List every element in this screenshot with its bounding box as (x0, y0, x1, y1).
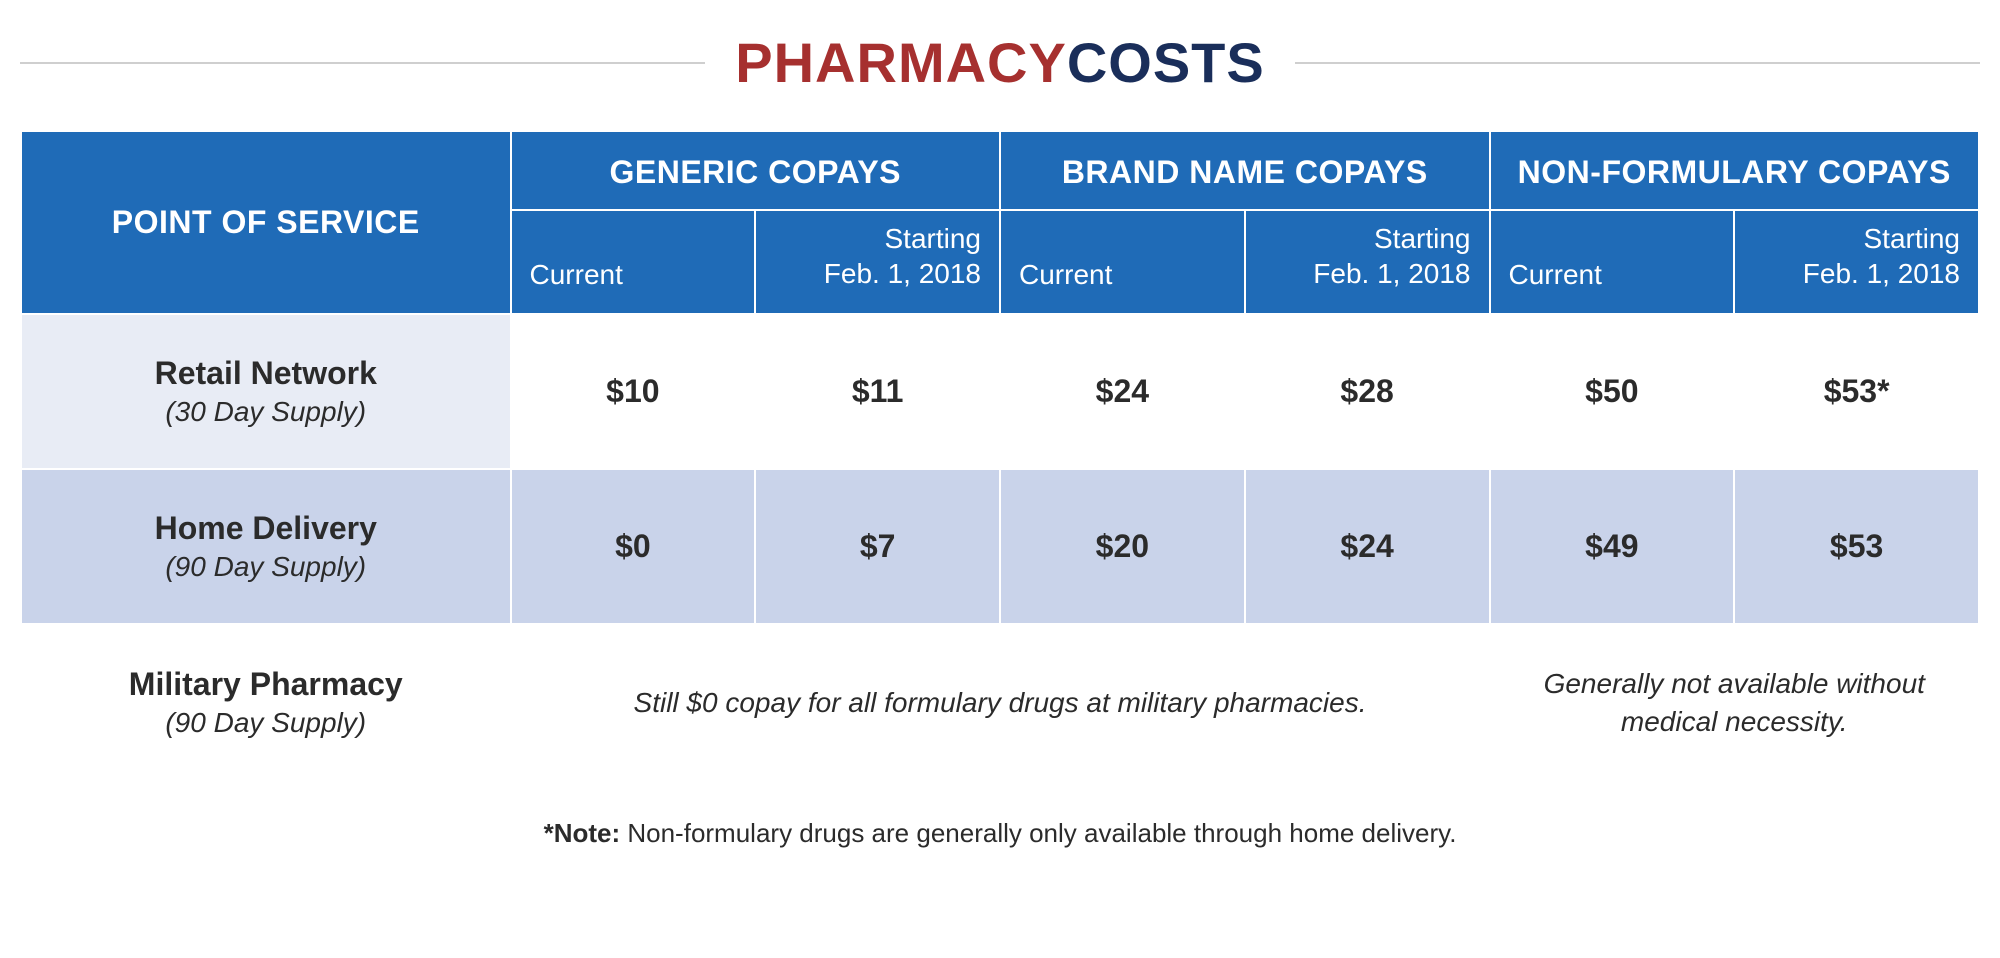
table-row: Military Pharmacy (90 Day Supply) Still … (21, 624, 1979, 782)
row-name: Military Pharmacy (36, 666, 496, 703)
footnote-label: *Note: (544, 818, 621, 848)
cell-value: $24 (1000, 314, 1245, 469)
cell-value: $53 (1734, 469, 1979, 624)
cell-value: $20 (1000, 469, 1245, 624)
cell-value: $49 (1490, 469, 1735, 624)
title-part-2: COSTS (1067, 31, 1265, 94)
cell-value: $11 (755, 314, 1000, 469)
row-name: Retail Network (36, 355, 496, 392)
cell-value: $28 (1245, 314, 1490, 469)
row-sub: (90 Day Supply) (36, 551, 496, 583)
military-formulary-note: Still $0 copay for all formulary drugs a… (511, 624, 1490, 782)
cell-value: $0 (511, 469, 756, 624)
row-sub: (30 Day Supply) (36, 396, 496, 428)
cell-value: $10 (511, 314, 756, 469)
header-brand: BRAND NAME COPAYS (1000, 131, 1490, 210)
subheader-current: Current (511, 210, 756, 314)
row-label: Retail Network (30 Day Supply) (21, 314, 511, 469)
header-generic: GENERIC COPAYS (511, 131, 1001, 210)
page-title: PHARMACYCOSTS (705, 30, 1294, 95)
cell-value: $24 (1245, 469, 1490, 624)
footnote: *Note: Non-formulary drugs are generally… (20, 818, 1980, 849)
subheader-current: Current (1000, 210, 1245, 314)
title-part-1: PHARMACY (735, 31, 1067, 94)
header-point-of-service: POINT OF SERVICE (21, 131, 511, 314)
cell-value: $7 (755, 469, 1000, 624)
subheader-starting: StartingFeb. 1, 2018 (755, 210, 1000, 314)
footnote-text: Non-formulary drugs are generally only a… (620, 818, 1456, 848)
subheader-starting: StartingFeb. 1, 2018 (1245, 210, 1490, 314)
subheader-current: Current (1490, 210, 1735, 314)
title-bar: PHARMACYCOSTS (20, 30, 1980, 95)
row-name: Home Delivery (36, 510, 496, 547)
title-rule-left (20, 62, 705, 64)
row-sub: (90 Day Supply) (36, 707, 496, 739)
military-nonformulary-note: Generally not available without medical … (1490, 624, 1980, 782)
row-label: Home Delivery (90 Day Supply) (21, 469, 511, 624)
subheader-starting: StartingFeb. 1, 2018 (1734, 210, 1979, 314)
table-head: POINT OF SERVICE GENERIC COPAYS BRAND NA… (21, 131, 1979, 314)
header-nonformulary: NON-FORMULARY COPAYS (1490, 131, 1980, 210)
table-row: Home Delivery (90 Day Supply) $0 $7 $20 … (21, 469, 1979, 624)
table-row: Retail Network (30 Day Supply) $10 $11 $… (21, 314, 1979, 469)
row-label: Military Pharmacy (90 Day Supply) (21, 624, 511, 782)
cell-value: $53* (1734, 314, 1979, 469)
title-rule-right (1295, 62, 1980, 64)
pharmacy-costs-table: POINT OF SERVICE GENERIC COPAYS BRAND NA… (20, 130, 1980, 783)
cell-value: $50 (1490, 314, 1735, 469)
